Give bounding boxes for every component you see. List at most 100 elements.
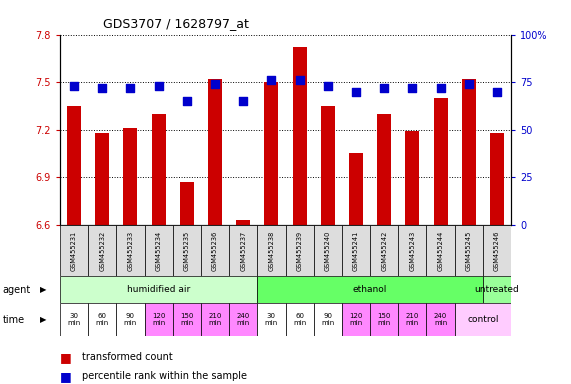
- Text: 90
min: 90 min: [321, 313, 335, 326]
- Bar: [462, 79, 476, 225]
- Point: [182, 98, 191, 104]
- Point: [126, 85, 135, 91]
- Text: 150
min: 150 min: [180, 313, 194, 326]
- Bar: [483, 225, 511, 276]
- Bar: [370, 303, 399, 336]
- Point: [239, 98, 248, 104]
- Point: [492, 89, 501, 95]
- Bar: [258, 276, 483, 303]
- Text: 120
min: 120 min: [349, 313, 363, 326]
- Text: ■: ■: [60, 370, 72, 383]
- Bar: [88, 303, 116, 336]
- Text: 240
min: 240 min: [434, 313, 447, 326]
- Text: control: control: [467, 315, 498, 324]
- Bar: [229, 225, 258, 276]
- Text: 30
min: 30 min: [67, 313, 81, 326]
- Text: GSM455242: GSM455242: [381, 230, 387, 271]
- Text: agent: agent: [3, 285, 31, 295]
- Text: 210
min: 210 min: [405, 313, 419, 326]
- Text: untreated: untreated: [475, 285, 519, 295]
- Bar: [208, 79, 222, 225]
- Bar: [377, 114, 391, 225]
- Text: 120
min: 120 min: [152, 313, 166, 326]
- Bar: [67, 106, 81, 225]
- Bar: [427, 225, 455, 276]
- Bar: [433, 98, 448, 225]
- Bar: [286, 225, 313, 276]
- Text: GSM455240: GSM455240: [325, 230, 331, 271]
- Text: percentile rank within the sample: percentile rank within the sample: [82, 371, 247, 381]
- Bar: [151, 114, 166, 225]
- Text: GSM455236: GSM455236: [212, 230, 218, 271]
- Text: 30
min: 30 min: [265, 313, 278, 326]
- Bar: [201, 225, 229, 276]
- Point: [211, 81, 220, 87]
- Text: GSM455238: GSM455238: [268, 230, 275, 271]
- Point: [380, 85, 389, 91]
- Point: [323, 83, 332, 89]
- Bar: [88, 225, 116, 276]
- Point: [98, 85, 107, 91]
- Text: humidified air: humidified air: [127, 285, 190, 295]
- Point: [154, 83, 163, 89]
- Bar: [180, 182, 194, 225]
- Bar: [286, 303, 313, 336]
- Bar: [342, 303, 370, 336]
- Bar: [455, 225, 483, 276]
- Point: [351, 89, 360, 95]
- Point: [408, 85, 417, 91]
- Bar: [313, 303, 342, 336]
- Text: ■: ■: [60, 351, 72, 364]
- Text: GSM455245: GSM455245: [466, 230, 472, 271]
- Text: GSM455239: GSM455239: [296, 230, 303, 271]
- Text: 60
min: 60 min: [95, 313, 109, 326]
- Bar: [349, 153, 363, 225]
- Bar: [95, 133, 109, 225]
- Point: [267, 77, 276, 83]
- Bar: [483, 276, 511, 303]
- Point: [70, 83, 79, 89]
- Text: 210
min: 210 min: [208, 313, 222, 326]
- Text: transformed count: transformed count: [82, 352, 172, 362]
- Text: GSM455241: GSM455241: [353, 230, 359, 271]
- Text: GSM455234: GSM455234: [156, 230, 162, 271]
- Bar: [427, 303, 455, 336]
- Point: [436, 85, 445, 91]
- Bar: [342, 225, 370, 276]
- Text: ▶: ▶: [40, 285, 46, 295]
- Bar: [236, 220, 250, 225]
- Bar: [399, 225, 427, 276]
- Point: [295, 77, 304, 83]
- Bar: [116, 303, 144, 336]
- Bar: [123, 128, 138, 225]
- Bar: [321, 106, 335, 225]
- Text: GSM455235: GSM455235: [184, 230, 190, 271]
- Bar: [116, 225, 144, 276]
- Bar: [258, 303, 286, 336]
- Text: GSM455246: GSM455246: [494, 230, 500, 271]
- Text: time: time: [3, 314, 25, 325]
- Bar: [292, 47, 307, 225]
- Text: 240
min: 240 min: [236, 313, 250, 326]
- Text: GSM455233: GSM455233: [127, 230, 134, 271]
- Text: GDS3707 / 1628797_at: GDS3707 / 1628797_at: [103, 17, 248, 30]
- Bar: [258, 225, 286, 276]
- Text: GSM455232: GSM455232: [99, 230, 105, 271]
- Bar: [144, 225, 173, 276]
- Bar: [144, 303, 173, 336]
- Bar: [405, 131, 420, 225]
- Bar: [229, 303, 258, 336]
- Text: GSM455231: GSM455231: [71, 230, 77, 271]
- Bar: [399, 303, 427, 336]
- Bar: [201, 303, 229, 336]
- Text: ▶: ▶: [40, 315, 46, 324]
- Bar: [60, 276, 258, 303]
- Bar: [173, 303, 201, 336]
- Bar: [490, 133, 504, 225]
- Bar: [313, 225, 342, 276]
- Text: 150
min: 150 min: [377, 313, 391, 326]
- Text: ethanol: ethanol: [353, 285, 387, 295]
- Text: 60
min: 60 min: [293, 313, 306, 326]
- Bar: [455, 303, 511, 336]
- Bar: [60, 303, 88, 336]
